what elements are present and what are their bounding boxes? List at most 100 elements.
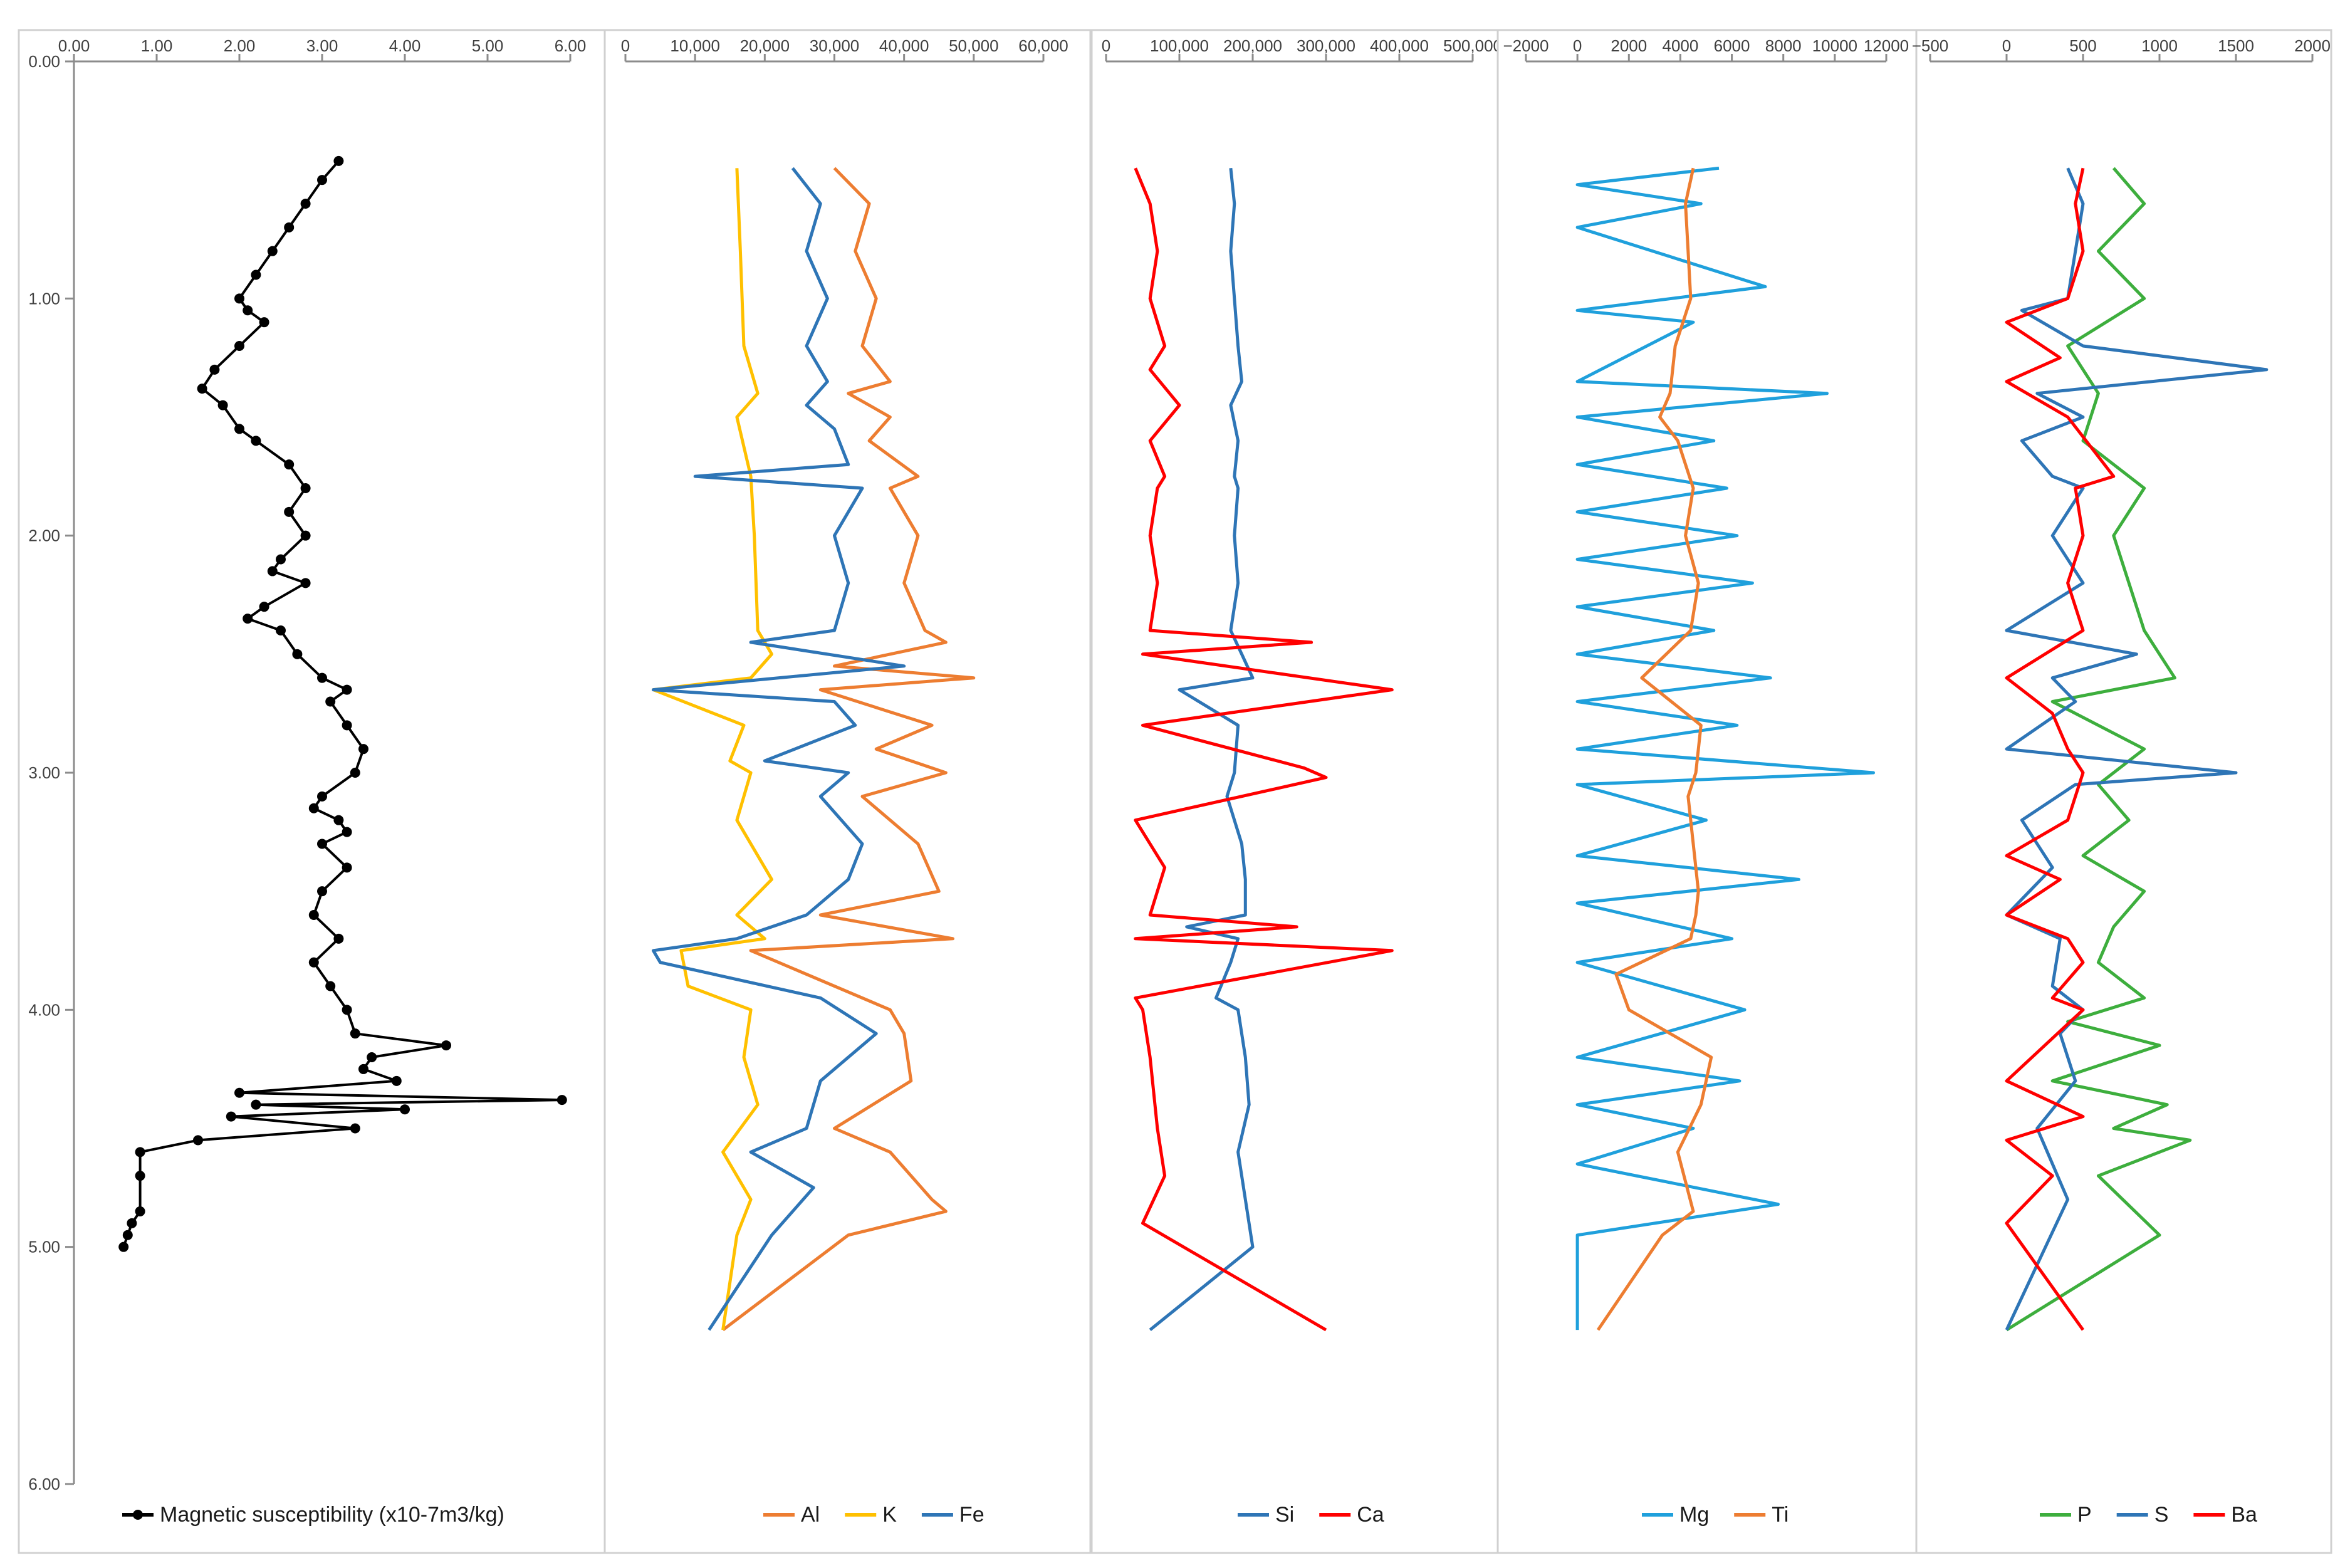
series-line-ba: [2005, 167, 2116, 1331]
legend-label: Ba: [2231, 1503, 2257, 1527]
series-line-p: [2005, 167, 2192, 1332]
data-point: [243, 614, 253, 624]
x-tick-label: 1000: [2141, 36, 2178, 55]
data-point: [317, 886, 327, 897]
panel-frame: [18, 29, 606, 1554]
data-point: [400, 1104, 410, 1115]
panel-mg-ti: −2000 0 2000 4000 6000 8000 10000 12000 Mg Ti: [1496, 29, 1918, 1554]
x-tick-label: 6.00: [555, 36, 587, 55]
data-point: [209, 364, 220, 375]
data-point: [325, 981, 336, 991]
panel-al-k-fe: 0 10,000 20,000 30,000 40,000 50,000 60,000 Al…: [603, 29, 1092, 1554]
series-line-ti: [1596, 167, 1713, 1331]
x-tick-label: 10,000: [670, 36, 720, 55]
x-tick-label: 20,000: [740, 36, 790, 55]
x-tick-label: 6000: [1714, 36, 1750, 55]
data-point: [358, 744, 368, 755]
panel-magnetic-susceptibility: 0.00 1.00 2.00 3.00 4.00 5.00 6.00 0.00 1.00 2.00…: [18, 29, 606, 1554]
data-point: [300, 199, 311, 209]
series-line-fe: [652, 167, 906, 1331]
axes-magnetic-susceptibility: 0.00 1.00 2.00 3.00 4.00 5.00 6.00 0.00 1.00 2.00…: [28, 36, 586, 1493]
legend-label: S: [2154, 1503, 2169, 1527]
legend-item-ti: Ti: [1734, 1503, 1789, 1527]
panel-si-ca: 0 100,000 200,000 300,000 400,000 500,000 Si C…: [1090, 29, 1502, 1554]
legend-item-p: P: [2040, 1503, 2092, 1527]
legend-item-magnetic-susceptibility-x10-7m3-kg: Magnetic susceptibility (x10-7m3/kg): [122, 1503, 504, 1527]
data-point: [342, 1005, 352, 1015]
x-tick-label: −500: [1912, 36, 1949, 55]
legend-label: Ti: [1772, 1503, 1789, 1527]
legend-item-ba: Ba: [2193, 1503, 2257, 1527]
data-point: [217, 400, 228, 410]
x-tick-label: 200,000: [1223, 36, 1282, 55]
data-point: [308, 910, 319, 920]
data-point: [317, 175, 327, 186]
y-tick-label: 1.00: [28, 289, 60, 308]
legend-marker: [133, 1510, 143, 1520]
data-point: [251, 436, 261, 446]
data-point: [284, 222, 295, 233]
legend-label: Mg: [1679, 1503, 1709, 1527]
data-point: [234, 1087, 244, 1098]
data-point: [317, 672, 327, 683]
legend-label: Magnetic susceptibility (x10-7m3/kg): [160, 1503, 504, 1527]
y-tick-label: 4.00: [28, 1000, 60, 1019]
x-tick-label: 30,000: [810, 36, 860, 55]
data-point: [259, 317, 269, 328]
data-point: [122, 1230, 133, 1240]
data-point: [333, 155, 344, 166]
legend-label: Ca: [1357, 1503, 1384, 1527]
data-point: [342, 862, 352, 873]
panel-frame: [1496, 29, 1918, 1554]
data-point: [267, 566, 278, 577]
data-point: [300, 578, 311, 588]
data-point: [135, 1171, 145, 1181]
data-point: [367, 1052, 377, 1062]
data-point: [308, 803, 319, 813]
x-tick-label: 0.00: [58, 36, 90, 55]
legend-item-ca: Ca: [1319, 1503, 1384, 1527]
axes-al-k-fe: 0 10,000 20,000 30,000 40,000 50,000 60,000: [621, 36, 1068, 63]
series-mg-ti: [1575, 166, 1875, 1331]
series-line-si: [1149, 168, 1255, 1332]
data-point: [193, 1135, 203, 1146]
legend-label: Si: [1275, 1503, 1294, 1527]
data-point: [197, 384, 207, 394]
data-point: [284, 506, 295, 517]
y-tick-label: 2.00: [28, 526, 60, 545]
x-tick-label: 0: [2002, 36, 2011, 55]
x-tick-label: 12000: [1864, 36, 1909, 55]
axes-p-s-ba: −500 0 500 1000 1500 2000: [1912, 36, 2331, 63]
x-tick-label: 40,000: [879, 36, 929, 55]
legend-al-k-fe: Al K Fe: [763, 1503, 984, 1527]
legend-p-s-ba: P S Ba: [2040, 1503, 2257, 1527]
x-tick-label: 8000: [1765, 36, 1802, 55]
legend-item-k: K: [845, 1503, 897, 1527]
data-point: [135, 1147, 145, 1158]
data-point: [300, 483, 311, 493]
panel-p-s-ba: −500 0 500 1000 1500 2000 P S Ba: [1912, 29, 2332, 1554]
panel-frame: [1090, 29, 1499, 1554]
legend-item-fe: Fe: [921, 1503, 984, 1527]
data-point: [127, 1218, 137, 1228]
data-point: [350, 768, 360, 778]
series-line-s: [2005, 167, 2269, 1331]
data-point: [135, 1206, 145, 1216]
data-point: [350, 1028, 360, 1039]
legend-magnetic-susceptibility: Magnetic susceptibility (x10-7m3/kg): [122, 1503, 504, 1527]
legend-label: K: [882, 1503, 897, 1527]
series-line-mg: [1575, 166, 1875, 1330]
legend-label: Al: [801, 1503, 820, 1527]
series-magnetic-susceptibility: [118, 155, 567, 1252]
x-tick-label: 2000: [2294, 36, 2331, 55]
data-point: [308, 957, 319, 968]
data-point: [267, 246, 278, 256]
series-line-ca: [1134, 167, 1394, 1332]
data-point: [358, 1064, 368, 1074]
x-tick-label: 100,000: [1150, 36, 1209, 55]
data-point: [284, 459, 295, 470]
x-tick-label: 5.00: [472, 36, 504, 55]
data-point: [317, 839, 327, 849]
data-point: [556, 1095, 567, 1105]
